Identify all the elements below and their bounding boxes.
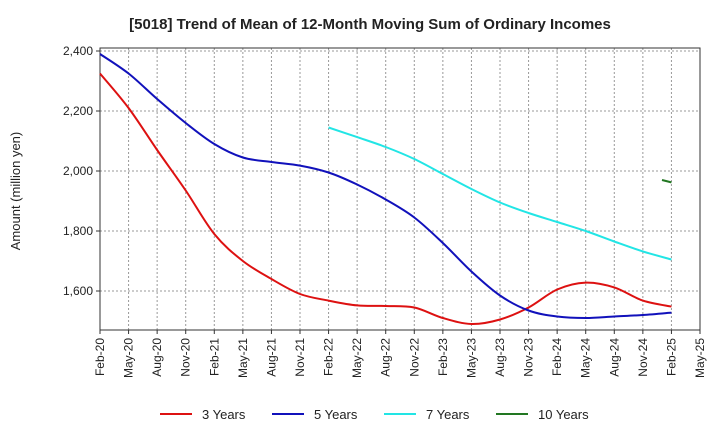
x-tick-label: Feb-23 bbox=[436, 338, 450, 376]
y-tick-label: 2,000 bbox=[63, 164, 93, 178]
x-tick-label: Feb-21 bbox=[207, 338, 221, 376]
x-tick-label: Feb-22 bbox=[322, 338, 336, 376]
y-tick-label: 2,400 bbox=[63, 44, 93, 58]
legend-label-10-years: 10 Years bbox=[538, 407, 589, 422]
plot-frame bbox=[99, 47, 701, 331]
legend-label-3-years: 3 Years bbox=[202, 407, 246, 422]
x-tick-label: May-23 bbox=[464, 338, 478, 378]
x-tick-label: Nov-20 bbox=[179, 338, 193, 377]
series-line-7-years bbox=[328, 126, 672, 261]
x-tick-label: Nov-24 bbox=[636, 338, 650, 377]
y-tick-label: 1,600 bbox=[63, 284, 93, 298]
legend-label-7-years: 7 Years bbox=[426, 407, 470, 422]
x-tick-label: Nov-21 bbox=[293, 338, 307, 377]
x-tick-label: Nov-22 bbox=[407, 338, 421, 377]
x-tick-label: Aug-21 bbox=[264, 338, 278, 377]
x-tick-label: May-21 bbox=[236, 338, 250, 378]
x-tick-label: Aug-24 bbox=[607, 338, 621, 377]
series-line-10-years bbox=[661, 179, 672, 184]
x-tick-label: Aug-22 bbox=[379, 338, 393, 377]
legend: 3 Years 5 Years 7 Years 10 Years bbox=[160, 407, 589, 422]
x-tick-label: Aug-23 bbox=[493, 338, 507, 377]
y-axis-label: Amount (million yen) bbox=[8, 132, 23, 251]
x-tick-label: May-24 bbox=[579, 338, 593, 378]
x-tick-label: May-25 bbox=[693, 338, 707, 378]
y-tick-label: 1,800 bbox=[63, 224, 93, 238]
x-tick-label: May-20 bbox=[122, 338, 136, 378]
series-line-5-years bbox=[99, 53, 672, 320]
x-tick-label: Feb-20 bbox=[93, 338, 107, 376]
x-tick-label: Aug-20 bbox=[150, 338, 164, 377]
x-tick-label: Feb-24 bbox=[550, 338, 564, 376]
x-tick-label: May-22 bbox=[350, 338, 364, 378]
y-tick-label: 2,200 bbox=[63, 104, 93, 118]
series-line-3-years bbox=[99, 72, 672, 326]
plot-area: 1,600 1,800 2,000 2,200 2,400 Feb-20 May-20 Aug… bbox=[63, 44, 707, 378]
x-tick-label: Nov-23 bbox=[522, 338, 536, 377]
chart-title: [5018] Trend of Mean of 12-Month Moving … bbox=[129, 16, 611, 33]
x-tick-label: Feb-25 bbox=[664, 338, 678, 376]
legend-label-5-years: 5 Years bbox=[314, 407, 358, 422]
